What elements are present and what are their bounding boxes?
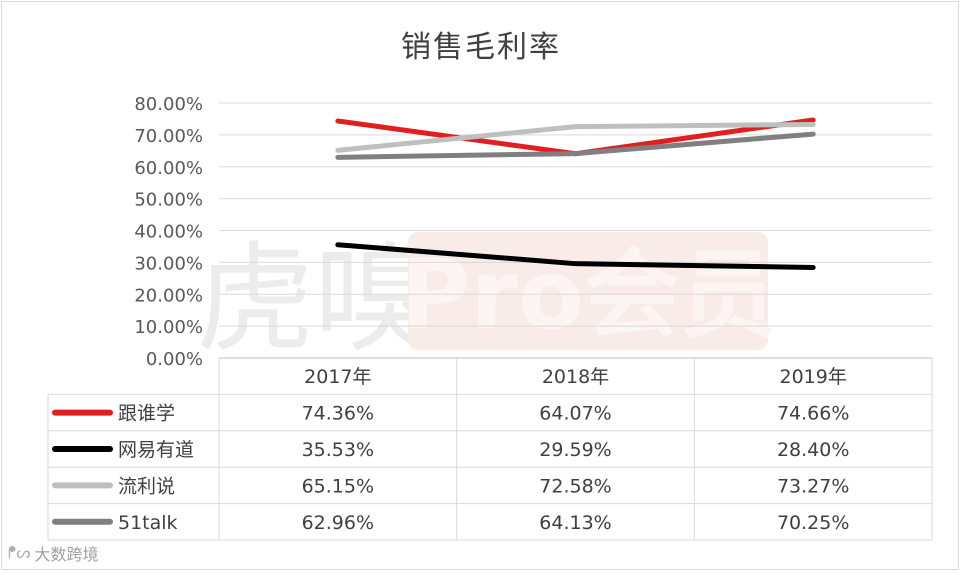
y-tick-label: 60.00% [134,158,203,179]
y-tick-label: 40.00% [134,222,203,243]
data-label: 28.40% [777,439,849,461]
data-label: 62.96% [302,512,374,534]
x-tick-label: 2017年 [304,366,371,388]
y-tick-label: 70.00% [134,126,203,147]
watermark-badge-text: Pro会员 [400,239,776,351]
series-line [335,131,816,160]
watermark-brand: 虎嗅 [196,230,432,368]
legend-label: 网易有道 [118,439,194,461]
y-tick-label: 20.00% [134,285,203,306]
data-label: 64.07% [539,403,611,425]
data-label: 74.66% [777,403,849,425]
data-label: 29.59% [539,439,611,461]
chart-title: 销售毛利率 [401,30,561,65]
y-tick-label: 30.00% [134,253,203,274]
x-tick-label: 2019年 [779,366,846,388]
footer-brand-text: 大数跨境 [34,545,99,564]
data-label: 35.53% [302,439,374,461]
legend-label: 51talk [118,512,178,534]
watermark-badge-bg [408,232,768,350]
data-label: 72.58% [539,475,611,497]
brand-logo-icon: ᖰᔕ [8,543,31,562]
x-tick-label: 2018年 [542,366,609,388]
legend-label: 流利说 [118,475,175,497]
footer-logo: ᖰᔕ 大数跨境 [8,541,99,565]
y-tick-label: 80.00% [134,94,203,115]
y-tick-label: 0.00% [146,349,203,370]
data-label: 64.13% [539,512,611,534]
data-label: 65.15% [302,475,374,497]
series-line [335,242,816,270]
legend-label: 跟谁学 [118,403,175,425]
data-label: 70.25% [777,512,849,534]
series-line [335,121,816,153]
y-tick-label: 10.00% [134,317,203,338]
data-label: 73.27% [777,475,849,497]
data-label: 74.36% [302,403,374,425]
y-tick-label: 50.00% [134,190,203,211]
